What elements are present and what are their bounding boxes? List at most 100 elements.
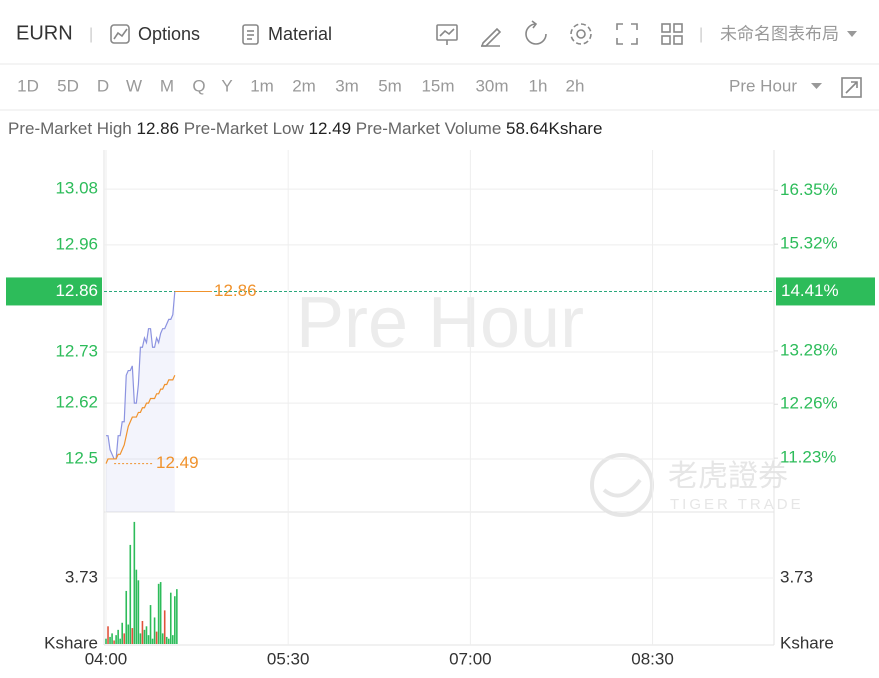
x-tick-label: 05:30	[267, 649, 310, 668]
series-line	[105, 374, 176, 464]
separator: |	[89, 26, 93, 43]
volume-bar	[143, 629, 146, 644]
stat-label: Pre-Market High	[8, 119, 132, 138]
period-button[interactable]: 2m	[292, 76, 316, 95]
current-change-label: 14.41%	[781, 281, 839, 300]
volume-bar	[119, 638, 121, 644]
volume-bar	[169, 592, 172, 644]
x-tick-label: 04:00	[85, 649, 128, 668]
volume-bar	[174, 596, 176, 644]
current-price-tag	[6, 277, 102, 306]
layout-name[interactable]: 未命名图表布局	[720, 24, 839, 43]
volume-bar	[105, 638, 107, 644]
stat-label: Pre-Market Low	[184, 119, 305, 138]
volume-bar	[176, 589, 178, 644]
y-tick-label: 3.73	[65, 567, 98, 586]
volume-bar	[123, 633, 126, 644]
period-button[interactable]: 1m	[250, 76, 274, 95]
y-tick-label: 13.08	[55, 179, 98, 198]
volume-bar	[167, 638, 170, 644]
volume-bar	[151, 638, 154, 644]
y2-tick-label: 12.26%	[780, 394, 838, 413]
y2-tick-label: 15.32%	[780, 234, 838, 253]
volume-bar	[107, 626, 109, 644]
y-axis-label: Kshare	[44, 633, 98, 652]
brand-watermark: TIGER TRADE	[670, 496, 804, 513]
current-price-label: 12.86	[55, 281, 98, 300]
y-tick-label: 12.5	[65, 448, 98, 467]
stat-label: Pre-Market Volume	[356, 119, 502, 138]
volume-bar	[163, 610, 166, 644]
period-button[interactable]: 2h	[566, 76, 585, 95]
period-button[interactable]: 3m	[335, 76, 359, 95]
volume-bar	[153, 617, 156, 644]
session-select[interactable]: Pre Hour	[729, 76, 797, 95]
period-button[interactable]: D	[97, 76, 109, 95]
volume-bar	[121, 622, 123, 644]
volume-bar	[165, 636, 168, 644]
stat-value: 12.86	[137, 119, 180, 138]
volume-bar	[147, 635, 150, 644]
material-button[interactable]: Material	[268, 24, 332, 44]
options-icon[interactable]	[110, 24, 130, 44]
brand-watermark: 老虎證券	[668, 460, 788, 493]
volume-bar	[117, 629, 119, 644]
volume-bar	[131, 628, 134, 644]
volume-bar	[113, 640, 115, 644]
volume-bar	[161, 633, 164, 644]
y2-tick-label: 13.28%	[780, 340, 838, 359]
period-button[interactable]: 1D	[17, 76, 39, 95]
stats-row: Pre-Market High 12.86 Pre-Market Low 12.…	[8, 119, 602, 138]
stat-value: 12.49	[309, 119, 352, 138]
dropdown-arrow[interactable]	[847, 31, 857, 37]
volume-bar	[159, 582, 162, 644]
series-line	[106, 291, 176, 460]
y-tick-label: 12.96	[55, 234, 98, 253]
volume-bar	[155, 631, 158, 644]
material-icon[interactable]	[242, 24, 259, 45]
period-button[interactable]: Y	[221, 76, 232, 95]
volume-bar	[125, 590, 128, 644]
period-button[interactable]: Q	[192, 76, 205, 95]
y2-tick-label: 16.35%	[780, 180, 838, 199]
y-tick-label: 12.62	[55, 393, 98, 412]
period-button[interactable]: M	[160, 76, 174, 95]
watermark: Pre Hour	[296, 283, 584, 363]
options-button[interactable]: Options	[138, 24, 200, 44]
symbol[interactable]: EURN	[16, 22, 73, 44]
current-change-tag	[776, 277, 875, 306]
price-area	[106, 291, 175, 512]
volume-bar	[149, 605, 152, 644]
volume-bar	[115, 635, 117, 644]
period-button[interactable]: 1h	[529, 76, 548, 95]
volume-bar	[157, 583, 160, 644]
volume-bar	[109, 636, 111, 644]
volume-bar	[139, 633, 142, 644]
dropdown-arrow[interactable]	[811, 83, 822, 89]
stat-value: 58.64Kshare	[506, 119, 602, 138]
high-label: 12.86	[214, 281, 257, 300]
low-label: 12.49	[156, 453, 199, 472]
volume-bar	[127, 624, 130, 644]
tool-icons[interactable]	[436, 20, 683, 47]
x-tick-label: 07:00	[449, 649, 492, 668]
x-tick-label: 08:30	[631, 649, 674, 668]
period-button[interactable]: 5D	[57, 76, 79, 95]
brand-logo	[590, 453, 654, 517]
volume-bar	[133, 521, 136, 644]
volume-bar	[145, 626, 148, 644]
volume-bar	[141, 620, 144, 644]
expand-icon[interactable]	[841, 77, 862, 98]
period-button[interactable]: 15m	[421, 76, 454, 95]
y2-axis-label: Kshare	[780, 633, 834, 652]
volume-bar	[111, 633, 113, 644]
period-button[interactable]: 5m	[378, 76, 402, 95]
volume-bar	[135, 569, 138, 644]
y-tick-label: 12.73	[55, 341, 98, 360]
period-button[interactable]: W	[126, 76, 142, 95]
volume-bar	[137, 580, 140, 644]
period-button[interactable]: 30m	[475, 76, 508, 95]
volume-bar	[129, 544, 132, 644]
volume-bar	[172, 635, 174, 644]
